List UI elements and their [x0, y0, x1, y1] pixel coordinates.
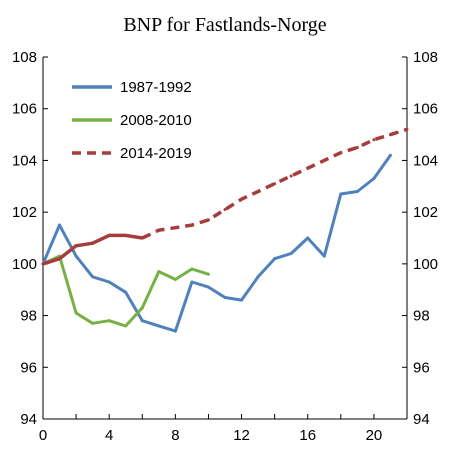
data-point — [256, 275, 260, 279]
data-point — [405, 127, 409, 131]
data-point — [157, 270, 161, 274]
data-point — [372, 177, 376, 181]
data-point — [289, 174, 293, 178]
data-point — [206, 218, 210, 222]
data-point — [256, 189, 260, 193]
series-line-1987-1992 — [41, 154, 392, 333]
data-point — [91, 241, 95, 245]
y-tick-label-right: 98 — [413, 308, 430, 325]
data-point — [173, 277, 177, 281]
y-tick-label-left: 100 — [12, 256, 37, 273]
data-point — [306, 166, 310, 170]
y-tick-label-right: 104 — [413, 152, 438, 169]
data-point — [157, 228, 161, 232]
data-point — [74, 254, 78, 258]
y-tick-label-right: 96 — [413, 359, 430, 376]
data-point — [306, 236, 310, 240]
data-point — [173, 329, 177, 333]
y-tick-label-left: 102 — [12, 204, 37, 221]
data-point — [289, 252, 293, 256]
data-point — [107, 280, 111, 284]
axes: 94 96 98 100 102 104 106 108 94 96 98 100 102 104 106 1… — [12, 49, 438, 444]
y-tick-label-right: 108 — [413, 49, 438, 66]
data-point — [91, 275, 95, 279]
chart-title: BNP for Fastlands-Norge — [123, 14, 326, 36]
data-point — [388, 153, 392, 157]
data-point — [190, 267, 194, 271]
legend-label: 2014-2019 — [120, 145, 192, 162]
x-tick-label: 4 — [105, 427, 113, 444]
data-point — [140, 319, 144, 323]
y-tick-label-left: 94 — [20, 411, 37, 428]
data-point — [240, 298, 244, 302]
data-point — [206, 285, 210, 289]
x-tick-label: 20 — [366, 427, 383, 444]
data-point — [322, 158, 326, 162]
data-point — [372, 138, 376, 142]
series-line-2014-2019-solid — [42, 233, 143, 266]
data-point — [173, 226, 177, 230]
data-point — [273, 257, 277, 261]
data-point — [190, 280, 194, 284]
x-tick-label: 0 — [39, 427, 47, 444]
data-point — [107, 233, 111, 237]
legend-label: 1987-1992 — [120, 79, 192, 96]
y-tick-label-right: 100 — [413, 256, 438, 273]
data-point — [41, 262, 45, 266]
data-point — [157, 324, 161, 328]
data-point — [124, 233, 128, 237]
data-point — [388, 133, 392, 137]
data-point — [124, 324, 128, 328]
data-point — [107, 319, 111, 323]
data-point — [91, 321, 95, 325]
y-tick-label-right: 106 — [413, 101, 438, 118]
data-point — [223, 295, 227, 299]
data-point — [140, 306, 144, 310]
data-point — [339, 151, 343, 155]
data-point — [58, 257, 62, 261]
y-tick-label-left: 104 — [12, 152, 37, 169]
series-layer — [41, 127, 409, 333]
data-point — [355, 146, 359, 149]
y-tick-label-left: 96 — [20, 359, 37, 376]
y-tick-label-left: 108 — [12, 49, 37, 66]
data-point — [190, 223, 194, 227]
data-point — [240, 197, 244, 201]
data-point — [58, 223, 62, 227]
data-point — [74, 244, 78, 248]
y-tick-label-right: 102 — [413, 204, 438, 221]
data-point — [124, 290, 128, 294]
legend: 1987-1992 2008-2010 2014-2019 — [72, 79, 192, 162]
data-point — [74, 311, 78, 315]
legend-label: 2008-2010 — [120, 112, 192, 129]
series-line-2014-2019-dashed — [141, 127, 408, 240]
x-tick-label: 12 — [233, 427, 250, 444]
y-tick-label-left: 106 — [12, 101, 37, 118]
data-point — [339, 192, 343, 196]
x-tick-label: 8 — [171, 427, 179, 444]
x-tick-label: 16 — [299, 427, 316, 444]
y-tick-label-right: 94 — [413, 411, 430, 428]
data-point — [206, 272, 210, 276]
data-point — [355, 189, 359, 193]
data-point — [140, 236, 144, 240]
data-point — [223, 208, 227, 212]
data-point — [273, 182, 277, 186]
y-tick-label-left: 98 — [20, 308, 37, 325]
data-point — [322, 254, 326, 258]
